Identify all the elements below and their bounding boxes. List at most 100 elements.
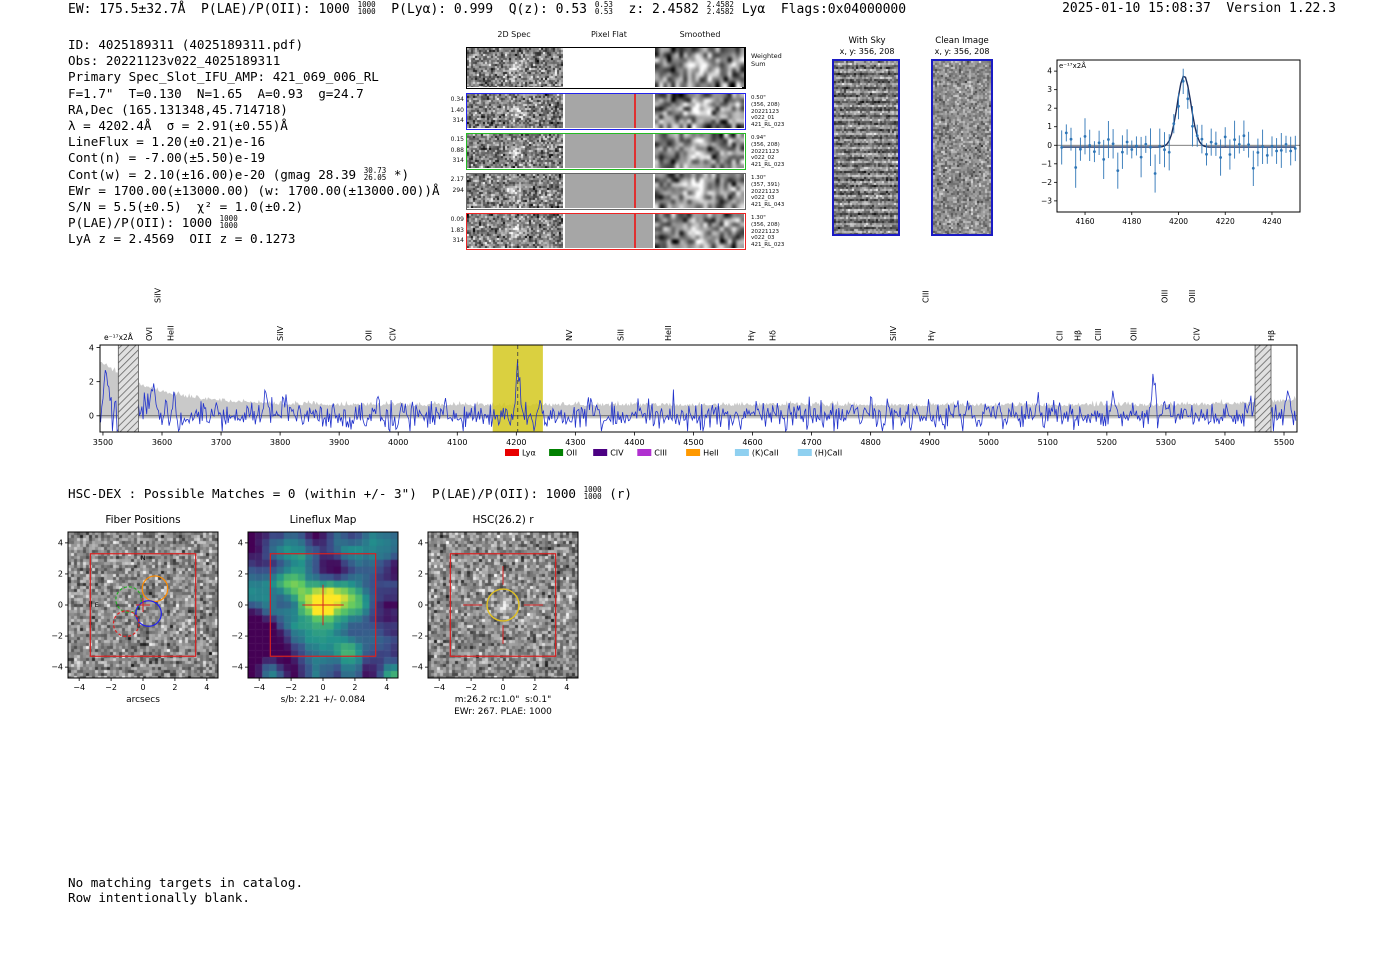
stacked-fraction: 1000 1000	[357, 0, 376, 16]
lineflux-map-axes: −4 −4 −2 −2 0 0 2 2 4 4	[231, 531, 399, 692]
col-header-smoothed: Smoothed	[679, 30, 721, 39]
fiber-positions-axes: −4 −4 −2 −2 0 0 2 2 4 4 N E	[51, 531, 219, 692]
hsc-image-panel: HSC(26.2) r −4 −4 −2 −2 0 0 2 2 4 4 m:26.2 rc:1.0…	[398, 512, 590, 726]
svg-text:CIII: CIII	[922, 290, 931, 303]
info-line: EWr = 1700.00(±13000.00) (w: 1700.00(±13…	[68, 183, 440, 199]
smoothed-image	[655, 174, 744, 208]
arcsecs-axis-label: arcsecs	[126, 695, 160, 705]
clean-image	[931, 59, 993, 236]
text-segment: RA,Dec (165.131348,45.714718)	[68, 101, 288, 117]
detection-info-block: ID: 4025189311 (4025189311.pdf) Obs: 2022…	[68, 37, 440, 247]
svg-text:3: 3	[1047, 85, 1052, 94]
svg-text:2: 2	[172, 683, 177, 692]
svg-text:4220: 4220	[1216, 217, 1235, 226]
svg-text:5300: 5300	[1156, 438, 1176, 447]
text-segment: LyA z = 2.4569 OII z = 0.1273	[68, 231, 296, 247]
svg-text:4: 4	[418, 538, 423, 547]
svg-text:−2: −2	[51, 632, 63, 641]
lineflux-map-title: Lineflux Map	[289, 514, 357, 526]
note-no-matching-targets: No matching targets in catalog.	[68, 875, 304, 890]
svg-text:5000: 5000	[979, 438, 999, 447]
text-segment: (r)	[601, 486, 632, 501]
svg-text:4: 4	[58, 538, 63, 547]
row-source-labels: 1.30" (356, 208) 20221123 v022_03 421_RL_023	[751, 215, 785, 249]
svg-text:0: 0	[89, 412, 94, 421]
svg-text:OIII: OIII	[1188, 290, 1197, 303]
info-line: S/N = 5.5(±0.5) χ² = 1.0(±0.2)	[68, 199, 440, 215]
info-line: LyA z = 2.4569 OII z = 0.1273	[68, 231, 440, 247]
hsc-image-title: HSC(26.2) r	[472, 514, 534, 526]
col-header-pixel-flat: Pixel Flat	[591, 30, 627, 39]
stacked-fraction: 1000 1000	[583, 485, 602, 501]
hsc-image	[428, 532, 578, 678]
with-sky-image	[832, 59, 900, 236]
svg-text:OII: OII	[365, 330, 374, 341]
svg-text:CIV: CIV	[1193, 327, 1202, 341]
svg-text:0: 0	[1047, 141, 1052, 150]
svg-text:CII: CII	[1056, 331, 1065, 341]
text-segment: EW: 175.5±32.7Å P(LAE)/P(OII): 1000	[68, 2, 358, 17]
clean-image-title: Clean Image	[935, 36, 989, 46]
smoothed-image	[655, 94, 744, 128]
text-segment: LineFlux = 1.20(±0.21)e-16	[68, 134, 266, 150]
pixel-flat-image	[565, 94, 653, 128]
note-row-blank: Row intentionally blank.	[68, 890, 250, 905]
with-sky-title: With Sky	[848, 36, 886, 46]
svg-text:4200: 4200	[506, 438, 526, 447]
svg-text:OIII: OIII	[1129, 328, 1138, 341]
svg-text:−4: −4	[411, 663, 423, 672]
text-segment: λ = 4202.4Å σ = 2.91(±0.55)Å	[68, 117, 288, 133]
svg-text:3900: 3900	[329, 438, 349, 447]
summary-header: EW: 175.5±32.7Å P(LAE)/P(OII): 1000 1000…	[68, 1, 906, 17]
svg-text:4: 4	[204, 683, 209, 692]
stacked-fraction: 0.53 0.53	[594, 0, 613, 16]
svg-text:0: 0	[238, 601, 243, 610]
timestamp-version: 2025-01-10 15:08:37 Version 1.22.3	[1062, 1, 1336, 16]
stacked-fraction: 30.73 26.05	[363, 165, 387, 182]
text-segment: HSC-DEX : Possible Matches = 0 (within +…	[68, 486, 584, 501]
svg-text:4160: 4160	[1075, 217, 1094, 226]
svg-text:0: 0	[58, 601, 63, 610]
svg-text:2: 2	[532, 683, 537, 692]
svg-text:5400: 5400	[1215, 438, 1235, 447]
line-center-marker	[634, 174, 636, 208]
svg-text:CIV: CIV	[610, 449, 624, 458]
svg-text:CIII: CIII	[1094, 328, 1103, 341]
svg-text:4: 4	[384, 683, 389, 692]
with-sky-coords: x, y: 356, 208	[839, 47, 895, 56]
info-line: Obs: 20221123v022_4025189311	[68, 53, 440, 69]
svg-text:4180: 4180	[1122, 217, 1141, 226]
text-segment: Cont(w) = 2.10(±16.00)e-20 (gmag 28.39	[68, 166, 364, 182]
svg-text:−2: −2	[1041, 178, 1052, 187]
row-weight-labels: 2.17 294	[450, 176, 464, 194]
svg-text:OII: OII	[566, 449, 577, 458]
svg-text:−2: −2	[465, 683, 477, 692]
row-weight-labels: 0.34 1.40 314	[450, 96, 464, 124]
svg-text:4900: 4900	[920, 438, 940, 447]
hsc-ewr-caption: EWr: 267. PLAE: 1000	[454, 707, 552, 717]
hsc-matches-line: HSC-DEX : Possible Matches = 0 (within +…	[68, 486, 632, 501]
svg-text:2: 2	[1047, 104, 1052, 113]
svg-text:5100: 5100	[1038, 438, 1058, 447]
svg-text:2: 2	[418, 569, 423, 578]
svg-text:−2: −2	[105, 683, 117, 692]
svg-text:N: N	[141, 554, 146, 562]
emission-line-fit-plot: 4160 4180 4200 4220 4240 −3 −2 −1 0 1 2 3 4 e⁻¹⁷x2Å	[1041, 59, 1301, 226]
stacked-fraction: 2.4582 2.4582	[706, 0, 734, 16]
svg-text:Hγ: Hγ	[927, 330, 936, 341]
svg-text:SiII: SiII	[616, 329, 625, 341]
row-source-labels: 0.50" (356, 208) 20221123 v022_01 421_RL_023	[751, 95, 785, 129]
spec2d-row: Weighted Sum	[466, 47, 782, 89]
row-source-labels: Weighted Sum	[751, 52, 782, 68]
info-line: LineFlux = 1.20(±0.21)e-16	[68, 134, 440, 150]
2d-spec-image	[467, 134, 563, 168]
svg-text:−4: −4	[231, 663, 243, 672]
text-segment: Obs: 20221123v022_4025189311	[68, 53, 281, 69]
svg-text:OIII: OIII	[1161, 290, 1170, 303]
svg-text:5200: 5200	[1097, 438, 1117, 447]
svg-text:4100: 4100	[447, 438, 467, 447]
svg-text:4300: 4300	[565, 438, 585, 447]
text-segment: P(Lyα): 0.999 Q(z): 0.53	[375, 2, 595, 17]
svg-text:2: 2	[89, 377, 94, 386]
svg-text:4200: 4200	[1169, 217, 1188, 226]
